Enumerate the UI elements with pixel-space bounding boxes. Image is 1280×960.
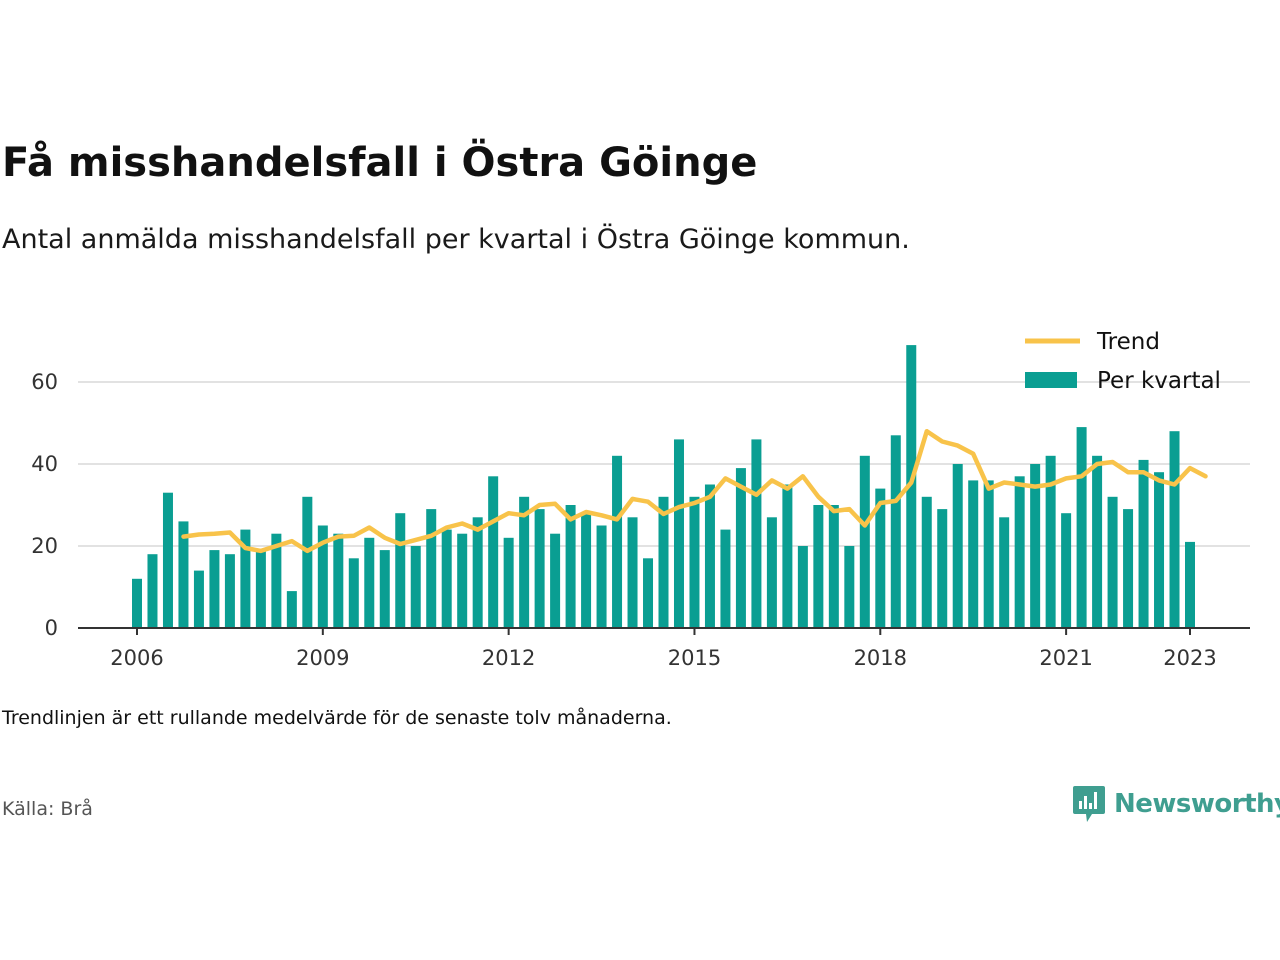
legend-bar-label: Per kvartal	[1097, 368, 1221, 394]
bar-57	[1014, 476, 1025, 628]
bar-22	[472, 517, 483, 628]
axes: 0 20 40 60 2006 2009 2012 2015 2018 2021 2023	[31, 370, 1250, 670]
bar-4	[193, 570, 204, 628]
bar-52	[937, 509, 948, 628]
bar-60	[1061, 513, 1072, 628]
chart-title: Få misshandelsfall i Östra Göinge	[2, 140, 758, 186]
bar-14	[348, 558, 359, 628]
bar-32	[627, 517, 638, 628]
bar-7	[240, 529, 251, 628]
bar-20	[441, 529, 452, 628]
bar-68	[1185, 541, 1195, 628]
bar-29	[581, 513, 592, 628]
bar-49	[890, 435, 901, 628]
bar-39	[735, 468, 746, 628]
bar-line-chart: 0 20 40 60 2006 2009 2012 2015 2018 2021 2023 Tren…	[31, 329, 1250, 670]
bar-17	[395, 513, 406, 628]
bar-54	[968, 480, 979, 628]
bar-8	[255, 550, 266, 628]
bar-5	[209, 550, 220, 628]
bar-38	[720, 529, 731, 628]
bar-2	[162, 492, 173, 628]
bar-26	[534, 509, 545, 628]
bar-44	[813, 505, 824, 628]
trend-series	[181, 428, 1208, 554]
trend-line	[181, 428, 1208, 554]
bar-25	[519, 496, 530, 628]
bar-27	[550, 533, 561, 628]
newsworthy-logo-icon	[1073, 786, 1105, 822]
bar-62	[1092, 455, 1103, 628]
x-tick-label-2015: 2015	[668, 646, 721, 670]
bar-42	[782, 484, 793, 628]
newsworthy-brand: Newsworthy	[1072, 784, 1280, 824]
bar-65	[1138, 459, 1149, 628]
bar-45	[828, 505, 839, 628]
bar-36	[689, 496, 700, 628]
bar-46	[844, 546, 855, 628]
bar-9	[271, 533, 282, 628]
legend-trend-label: Trend	[1096, 329, 1160, 355]
bar-18	[410, 546, 421, 628]
x-tick-label-2018: 2018	[854, 646, 907, 670]
y-tick-label-40: 40	[31, 452, 58, 476]
bar-3	[178, 521, 189, 628]
bar-24	[503, 537, 514, 628]
bar-67	[1169, 431, 1180, 628]
bar-48	[875, 488, 886, 628]
y-tick-label-20: 20	[31, 534, 58, 558]
bar-34	[658, 496, 669, 628]
y-tick-label-60: 60	[31, 370, 58, 394]
bar-56	[999, 517, 1010, 628]
x-tick-label-2006: 2006	[110, 646, 163, 670]
bar-12	[317, 525, 328, 628]
bar-series	[132, 345, 1195, 628]
legend: Trend Per kvartal	[1025, 329, 1221, 394]
footnote: Trendlinjen är ett rullande medelvärde f…	[2, 707, 672, 729]
x-tick-label-2023: 2023	[1163, 646, 1216, 670]
bar-51	[921, 496, 932, 628]
source-label: Källa: Brå	[2, 798, 93, 820]
bar-40	[751, 439, 762, 628]
chart-subtitle: Antal anmälda misshandelsfall per kvarta…	[2, 224, 910, 255]
bar-63	[1107, 496, 1118, 628]
brand-name: Newsworthy	[1114, 789, 1280, 819]
bar-33	[643, 558, 654, 628]
bar-64	[1123, 509, 1134, 628]
bar-31	[612, 455, 623, 628]
bar-1	[147, 554, 158, 628]
bar-23	[488, 476, 499, 628]
bar-6	[224, 554, 235, 628]
bar-13	[333, 533, 344, 628]
bar-61	[1076, 427, 1087, 628]
bar-66	[1154, 472, 1165, 628]
bar-19	[426, 509, 437, 628]
bar-0	[132, 578, 142, 628]
bar-10	[286, 591, 297, 628]
bar-50	[906, 345, 917, 628]
x-tick-label-2012: 2012	[482, 646, 535, 670]
bar-15	[364, 537, 375, 628]
bar-16	[379, 550, 390, 628]
bar-30	[596, 525, 607, 628]
bar-37	[704, 484, 715, 628]
bar-43	[797, 546, 808, 628]
x-tick-label-2021: 2021	[1039, 646, 1092, 670]
bar-11	[302, 496, 313, 628]
legend-bar-swatch	[1025, 372, 1077, 388]
bar-55	[983, 480, 994, 628]
bar-28	[565, 505, 576, 628]
bar-58	[1030, 464, 1041, 628]
bar-21	[457, 533, 468, 628]
bar-35	[673, 439, 684, 628]
bar-47	[859, 455, 870, 628]
bar-53	[952, 464, 963, 628]
x-tick-label-2009: 2009	[296, 646, 349, 670]
bar-41	[766, 517, 777, 628]
y-tick-label-0: 0	[45, 616, 58, 640]
bar-59	[1045, 455, 1056, 628]
